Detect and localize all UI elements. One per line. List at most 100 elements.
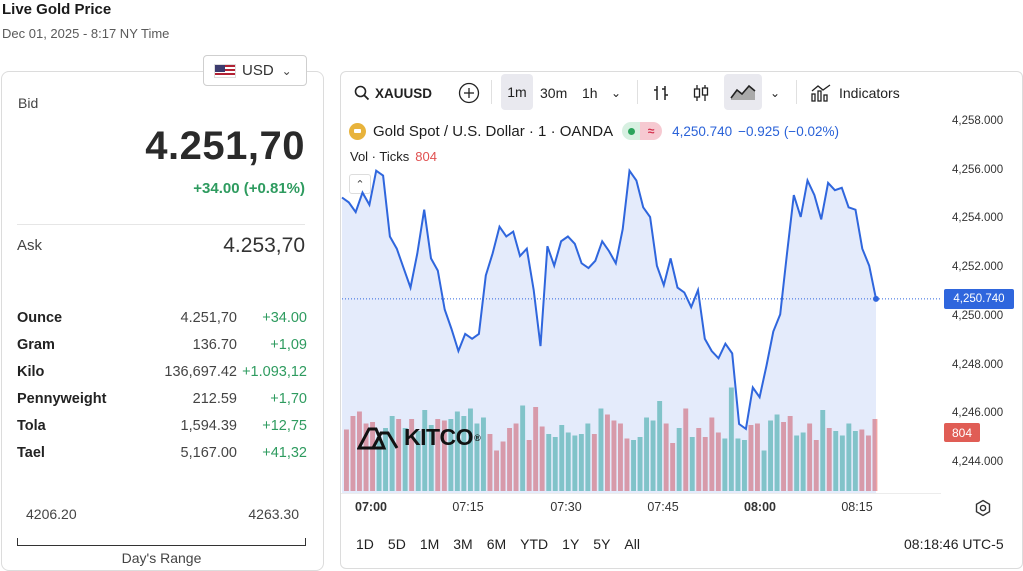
y-tick-label: 4,244.000 xyxy=(952,456,1004,468)
currency-selector[interactable]: USD ⌄ xyxy=(203,55,307,86)
range-6m[interactable]: 6M xyxy=(486,536,507,552)
chevron-down-icon: ⌄ xyxy=(281,63,292,78)
unit-value: 136.70 xyxy=(192,336,237,353)
unit-table: Ounce 4.251,70 +34.00 Gram 136.70 +1,09 … xyxy=(17,304,307,466)
collapse-legend-button[interactable]: ⌃ xyxy=(349,174,371,194)
bid-label: Bid xyxy=(18,95,39,111)
y-tick-label: 4,256.000 xyxy=(952,163,1004,176)
bid-change: +34.00 (+0.81%) xyxy=(193,180,305,197)
search-icon xyxy=(354,85,370,101)
indicators-icon xyxy=(811,84,831,102)
unit-change: +1,70 xyxy=(270,390,307,407)
range-bar xyxy=(17,538,306,546)
x-tick-label: 07:15 xyxy=(452,500,484,514)
range-1m[interactable]: 1M xyxy=(419,536,440,552)
volume-legend: Vol · Ticks 804 xyxy=(350,149,437,164)
gear-icon xyxy=(975,499,991,517)
range-ytd[interactable]: YTD xyxy=(520,536,549,552)
axis-baseline xyxy=(341,493,941,494)
unit-name: Pennyweight xyxy=(17,390,107,407)
y-tick-label: 4,252.000 xyxy=(952,261,1004,274)
range-5y[interactable]: 5Y xyxy=(593,536,611,552)
range-high: 4263.30 xyxy=(248,506,299,522)
ask-price: 4.253,70 xyxy=(223,234,305,257)
interval-1h[interactable]: 1h xyxy=(582,85,598,101)
interval-1m[interactable]: 1m xyxy=(501,74,533,110)
page-subtitle: Dec 01, 2025 - 8:17 NY Time xyxy=(2,26,170,41)
range-3m[interactable]: 3M xyxy=(453,536,473,552)
legend-change: −0.925 xyxy=(738,123,780,139)
unit-row-tael: Tael 5,167.00 +41,32 xyxy=(17,439,307,466)
unit-change: +12,75 xyxy=(262,417,307,434)
unit-change: +1,09 xyxy=(270,336,307,353)
unit-value: 4.251,70 xyxy=(180,309,237,326)
compare-button[interactable] xyxy=(458,82,480,104)
range-1d[interactable]: 1D xyxy=(356,536,374,552)
unit-name: Ounce xyxy=(17,309,63,326)
unit-value: 136,697.42 xyxy=(164,363,237,380)
x-tick-label: 08:00 xyxy=(744,500,776,514)
y-tick-label: 4,250.000 xyxy=(952,309,1004,322)
unit-value: 5,167.00 xyxy=(180,444,237,461)
interval-30m[interactable]: 30m xyxy=(540,85,568,101)
unit-name: Kilo xyxy=(17,363,45,380)
range-5d[interactable]: 5D xyxy=(387,536,406,552)
chevron-down-icon: ⌄ xyxy=(611,86,622,100)
unit-row-gram: Gram 136.70 +1,09 xyxy=(17,331,307,358)
bar-style-button[interactable] xyxy=(651,82,671,104)
x-tick-label: 07:45 xyxy=(647,500,679,514)
bid-price: 4.251,70 xyxy=(145,124,305,168)
chart-settings-button[interactable] xyxy=(974,499,992,517)
range-label: Day's Range xyxy=(121,550,202,566)
page-title: Live Gold Price xyxy=(2,1,112,18)
plus-circle-icon xyxy=(458,82,480,104)
unit-name: Gram xyxy=(17,336,55,353)
us-flag-icon xyxy=(214,63,236,78)
range-buttons: 1D 5D 1M 3M 6M YTD 1Y 5Y All xyxy=(356,536,654,552)
tb-divider xyxy=(637,80,638,104)
market-status-pill[interactable]: ≈ xyxy=(622,122,663,140)
interval-dropdown[interactable]: ⌄ xyxy=(611,82,621,104)
tb-divider xyxy=(796,80,797,104)
x-tick-label: 08:15 xyxy=(841,500,873,514)
chart-clock[interactable]: 08:18:46 UTC-5 xyxy=(904,536,1004,552)
bars-icon xyxy=(654,86,668,100)
chart-type-dropdown[interactable]: ⌄ xyxy=(770,82,780,104)
chevron-up-icon: ⌃ xyxy=(355,178,365,191)
chevron-down-icon: ⌄ xyxy=(770,86,781,100)
y-tick-label: 4,248.000 xyxy=(952,358,1004,371)
range-low: 4206.20 xyxy=(26,506,77,522)
unit-row-ounce: Ounce 4.251,70 +34.00 xyxy=(17,304,307,331)
kitco-logo: KITCO ® xyxy=(357,424,481,451)
candle-style-button[interactable] xyxy=(691,82,711,104)
indicators-label: Indicators xyxy=(839,85,900,101)
unit-change: +41,32 xyxy=(262,444,307,461)
unit-change: +34.00 xyxy=(262,309,307,326)
volume-label: Vol · Ticks xyxy=(350,149,410,164)
indicators-button[interactable]: Indicators xyxy=(810,82,900,104)
symbol-search[interactable]: XAUUSD xyxy=(354,82,432,104)
volume-tag: 804 xyxy=(944,423,980,442)
unit-change: +1.093,12 xyxy=(242,363,307,380)
area-chart-icon xyxy=(730,84,756,100)
kitco-mark-icon xyxy=(357,427,399,449)
ask-label: Ask xyxy=(17,237,43,254)
instrument-label: Gold Spot / U.S. Dollar · 1 · OANDA xyxy=(373,122,614,140)
chart-panel xyxy=(340,71,1023,569)
x-tick-label: 07:30 xyxy=(550,500,582,514)
area-style-button[interactable] xyxy=(724,74,762,110)
y-tick-label: 4,246.000 xyxy=(952,407,1004,420)
unit-value: 212.59 xyxy=(192,390,237,407)
y-tick-label: 4,254.000 xyxy=(952,212,1004,225)
x-tick-label: 07:00 xyxy=(355,500,387,514)
candles-icon xyxy=(693,85,709,101)
legend-change-pct: (−0.02%) xyxy=(783,123,839,139)
unit-name: Tola xyxy=(17,417,46,434)
unit-row-kilo: Kilo 136,697.42 +1.093,12 xyxy=(17,358,307,385)
currency-label: USD xyxy=(242,62,274,79)
range-1y[interactable]: 1Y xyxy=(562,536,580,552)
symbol-label: XAUUSD xyxy=(375,85,433,101)
range-all[interactable]: All xyxy=(624,536,640,552)
unit-row-tola: Tola 1,594.39 +12,75 xyxy=(17,412,307,439)
chart-legend: Gold Spot / U.S. Dollar · 1 · OANDA ≈ 4,… xyxy=(349,122,839,140)
